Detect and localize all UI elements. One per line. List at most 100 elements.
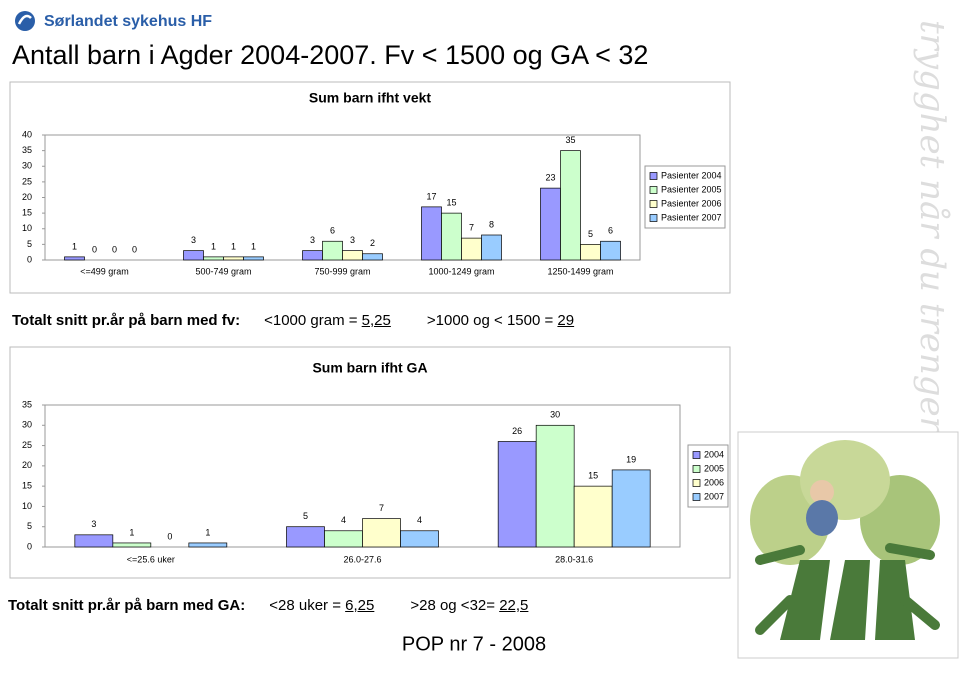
bar	[112, 542, 152, 548]
data-label: 8	[489, 219, 494, 229]
bar	[342, 250, 363, 261]
data-label: 35	[565, 135, 575, 145]
legend-swatch	[692, 493, 701, 501]
x-tick-label: 1250-1499 gram	[547, 266, 613, 276]
summary-value: 5,25	[361, 312, 391, 329]
summary-label: Totalt snitt pr.år på barn med GA:	[8, 597, 246, 614]
data-label: 4	[341, 515, 346, 525]
legend-label: Pasienter 2005	[661, 184, 722, 194]
x-tick-label: 750-999 gram	[314, 266, 370, 276]
bar	[64, 256, 85, 261]
data-label: 7	[469, 223, 474, 233]
bar	[243, 256, 264, 261]
bar	[461, 237, 482, 261]
bar	[560, 150, 581, 261]
legend-frame	[687, 444, 729, 508]
data-label: 7	[379, 503, 384, 513]
data-label: 6	[330, 226, 335, 236]
data-label: 3	[310, 235, 315, 245]
y-tick-label: 0	[27, 541, 32, 551]
legend-label: Pasienter 2006	[661, 198, 722, 208]
bar	[302, 250, 323, 261]
bar	[362, 518, 401, 548]
y-tick-label: 10	[22, 501, 32, 511]
y-tick-label: 30	[22, 420, 32, 430]
bar	[223, 256, 244, 261]
bar	[580, 244, 601, 261]
logo-icon	[15, 11, 35, 31]
summary-item: >28 og <32= 22,5	[410, 597, 528, 614]
bar	[497, 441, 537, 548]
data-label: 1	[231, 241, 236, 251]
y-tick-label: 35	[22, 399, 32, 409]
bar	[421, 206, 442, 261]
data-label: 0	[92, 244, 97, 254]
legend-swatch	[692, 451, 701, 459]
legend-swatch	[649, 186, 658, 194]
bar	[441, 212, 462, 261]
figures	[780, 560, 915, 640]
bar	[481, 234, 502, 261]
data-label: 1	[211, 241, 216, 251]
data-label: 6	[608, 226, 613, 236]
y-tick-label: 0	[27, 254, 32, 264]
data-label: 15	[588, 471, 598, 481]
summary-label: Totalt snitt pr.år på barn med fv:	[12, 312, 241, 329]
legend-swatch	[649, 200, 658, 208]
legend-swatch	[692, 479, 701, 487]
data-label: 0	[112, 244, 117, 254]
legend-label: Pasienter 2007	[661, 212, 722, 222]
y-tick-label: 15	[22, 208, 32, 218]
bar	[535, 424, 575, 548]
x-tick-label: 26.0-27.6	[343, 554, 381, 564]
summary-value: 6,25	[345, 597, 375, 614]
chart-title: Sum barn ifht GA	[312, 360, 427, 376]
y-tick-label: 5	[27, 239, 32, 249]
summary-item: <1000 gram = 5,25	[264, 312, 391, 329]
y-tick-label: 10	[22, 223, 32, 233]
y-tick-label: 5	[27, 521, 32, 531]
x-tick-label: 1000-1249 gram	[428, 266, 494, 276]
data-label: 1	[251, 241, 256, 251]
legend-swatch	[692, 465, 701, 473]
logo-text: Sørlandet sykehus HF	[44, 13, 212, 30]
data-label: 1	[205, 527, 210, 537]
chart-title: Sum barn ifht vekt	[309, 90, 431, 106]
summary-item: <28 uker = 6,25	[269, 597, 374, 614]
data-label: 0	[132, 244, 137, 254]
data-label: 26	[512, 426, 522, 436]
summary-line: Totalt snitt pr.år på barn med GA: <28 uk…	[8, 597, 564, 614]
x-tick-label: 500-749 gram	[195, 266, 251, 276]
data-label: 5	[303, 511, 308, 521]
bar	[324, 530, 363, 548]
bar	[183, 250, 204, 261]
bar	[188, 542, 228, 548]
legend-swatch	[649, 172, 658, 180]
arms	[755, 543, 940, 635]
y-tick-label: 30	[22, 161, 32, 171]
summary-prefix: >1000 og < 1500 =	[426, 312, 558, 329]
legend-label: 2005	[704, 463, 724, 473]
legend-frame	[644, 165, 726, 229]
bar	[322, 240, 343, 261]
child-head	[810, 480, 834, 504]
data-label: 1	[129, 527, 134, 537]
summary-prefix: <28 uker =	[269, 597, 346, 614]
illustration	[737, 431, 959, 659]
bar	[362, 253, 383, 261]
legend-label: 2006	[704, 477, 724, 487]
data-label: 3	[350, 235, 355, 245]
x-tick-label: <=499 gram	[80, 266, 129, 276]
bar	[286, 526, 325, 548]
bar	[600, 240, 621, 261]
summary-prefix: <1000 gram =	[264, 312, 362, 329]
data-label: 1	[72, 241, 77, 251]
logo-icon-mark	[17, 14, 32, 25]
bar	[611, 469, 651, 548]
x-tick-label: 28.0-31.6	[555, 554, 593, 564]
y-tick-label: 25	[22, 440, 32, 450]
x-tick-label: <=25.6 uker	[127, 554, 175, 564]
bar	[573, 485, 613, 548]
data-label: 5	[588, 229, 593, 239]
data-label: 23	[545, 173, 555, 183]
